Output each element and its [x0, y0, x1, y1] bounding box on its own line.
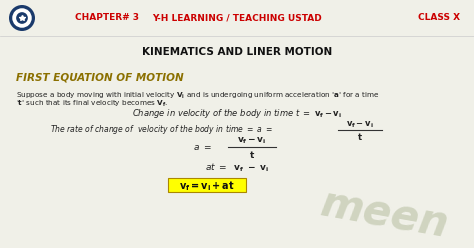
- Text: $\mathit{at}\ =\ \ \mathbf{v_f\ -\ v_i}$: $\mathit{at}\ =\ \ \mathbf{v_f\ -\ v_i}$: [205, 162, 269, 174]
- Text: $\mathbf{v_f - v_i}$: $\mathbf{v_f - v_i}$: [237, 136, 267, 146]
- Text: CLASS X: CLASS X: [418, 13, 460, 23]
- Text: '$\mathbf{t}$' such that its final velocity becomes $\mathbf{V_f}$.: '$\mathbf{t}$' such that its final veloc…: [16, 99, 168, 109]
- Text: Suppose a body moving with initial velocity $\mathbf{V_i}$ and is undergoing uni: Suppose a body moving with initial veloc…: [16, 91, 380, 101]
- Text: FIRST EQUATION OF MOTION: FIRST EQUATION OF MOTION: [16, 73, 183, 83]
- Text: meen: meen: [318, 183, 452, 247]
- Text: CHAPTER# 3: CHAPTER# 3: [75, 13, 139, 23]
- Text: $\mathit{The\ rate\ of\ change\ of\ \ velocity\ of\ the\ body\ in\ time}$$\ =\ \: $\mathit{The\ rate\ of\ change\ of\ \ ve…: [50, 124, 273, 136]
- Text: $\mathit{Change\ in\ velocity\ of\ the\ body\ in\ time}$$\ \mathit{t}\ =\ $$\mat: $\mathit{Change\ in\ velocity\ of\ the\ …: [132, 107, 342, 121]
- Text: Y-H LEARNING / TEACHING USTAD: Y-H LEARNING / TEACHING USTAD: [152, 13, 322, 23]
- FancyBboxPatch shape: [168, 178, 246, 192]
- Circle shape: [9, 5, 35, 31]
- Text: $\mathbf{v_f = v_i + at}$: $\mathbf{v_f = v_i + at}$: [179, 179, 235, 193]
- Circle shape: [16, 12, 28, 24]
- Text: $\mathbf{t}$: $\mathbf{t}$: [249, 149, 255, 159]
- Text: $\mathbf{t}$: $\mathbf{t}$: [357, 130, 363, 142]
- Circle shape: [12, 8, 32, 28]
- Text: KINEMATICS AND LINER MOTION: KINEMATICS AND LINER MOTION: [142, 47, 332, 57]
- Text: $\mathbf{v_f - v_i}$: $\mathbf{v_f - v_i}$: [346, 120, 374, 130]
- Text: $\mathit{a}\ =$: $\mathit{a}\ =$: [193, 143, 212, 152]
